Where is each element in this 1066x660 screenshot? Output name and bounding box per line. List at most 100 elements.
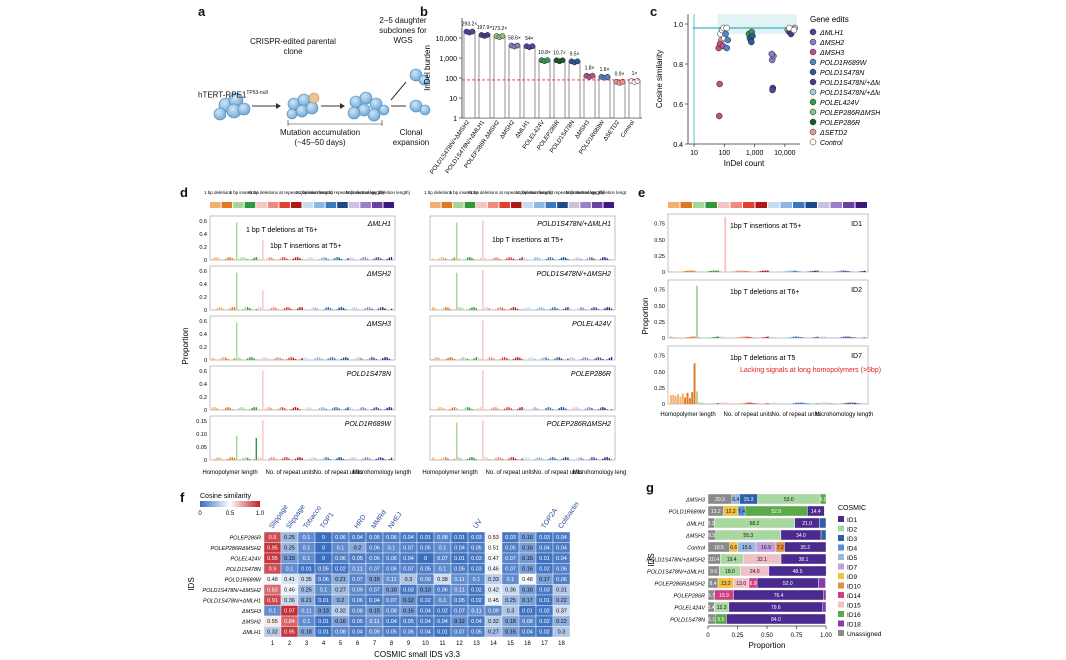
x-axis-label: No. of repeat units: [265, 470, 314, 476]
cell-value: 0.04: [556, 546, 567, 552]
spectrum-title: POLEP286RΔMSH2: [547, 421, 611, 428]
spectrum-bar: [460, 358, 462, 360]
spectrum-bar: [558, 259, 560, 260]
signature-bar: [717, 270, 720, 272]
cell-value: 0.55: [267, 619, 278, 625]
signature-annotation: 1bp T deletions at T6+: [730, 289, 799, 296]
row-label: POLD1R689W: [225, 578, 262, 584]
x-axis-label: No. of repeat units: [771, 412, 820, 418]
legend-label: ID10: [847, 584, 861, 591]
spectrum-bar: [259, 307, 262, 310]
category-swatch: [221, 202, 233, 208]
spectrum-bar: [257, 408, 260, 410]
spectrum-bar: [253, 407, 255, 410]
signature-bar: [825, 337, 828, 338]
cell-value: 0.84: [284, 619, 295, 625]
segment-label: 76.4: [774, 593, 784, 599]
spectrum-bar: [331, 259, 334, 260]
cell-value: 0.13: [318, 609, 329, 615]
spectrum-bar: [486, 259, 488, 260]
data-point: [574, 58, 581, 65]
spectrum-bar: [436, 309, 438, 310]
spectrum-bar: [262, 240, 264, 260]
signature-bar: [811, 270, 814, 272]
cell-value: 0.07: [369, 567, 380, 573]
spectrum-bar: [514, 357, 517, 360]
spectrum-bar: [536, 257, 539, 260]
spectrum-bar: [510, 307, 512, 310]
cell-value: 0.04: [556, 535, 567, 541]
signature-bar: [695, 271, 698, 272]
spectrum-bar: [589, 458, 591, 460]
cell-value: 0.01: [318, 630, 329, 636]
spectrum-bar: [473, 457, 475, 460]
signature-bar: [695, 391, 698, 404]
spectrum-bar: [231, 307, 234, 310]
signature-bar: [670, 271, 672, 272]
spectrum-bar: [216, 308, 218, 310]
signature-bar: [752, 402, 755, 404]
y-tick-label: 0.15: [196, 419, 207, 425]
cell-value: 0.1: [286, 567, 294, 573]
y-tick-label: 0.25: [654, 386, 665, 392]
bar: [508, 45, 521, 119]
legend-marker: [809, 128, 817, 136]
signature-bar: [771, 271, 774, 272]
spectrum-bar: [521, 407, 523, 410]
spectrum-bar: [567, 457, 569, 460]
spectrum-bar: [251, 357, 253, 360]
signature-bar: [740, 336, 743, 338]
spectrum-bar: [266, 258, 268, 260]
spectrum-bar: [532, 357, 534, 360]
x-tick-label: 10: [690, 150, 698, 157]
spectrum-bar: [297, 407, 299, 410]
spectrum-bar: [604, 407, 606, 410]
header-label: 1 bp insertions: [449, 190, 479, 195]
signature-bar: [828, 402, 831, 404]
spectrum-title: POLD1S478N/+ΔMSH2: [536, 271, 611, 278]
signature-annotation: Lacking signals at long homopolymers (>5…: [740, 367, 881, 374]
spectrum-bar: [303, 357, 305, 360]
legend-label: ID7: [847, 565, 858, 572]
spectrum-bar: [235, 222, 238, 260]
cell-value: 0.04: [386, 619, 397, 625]
signature-bar: [745, 336, 748, 338]
category-swatch: [302, 202, 314, 208]
spectrum-bar: [525, 409, 528, 410]
clonal-expansion-label: Clonal expansion: [392, 128, 430, 147]
spectrum-bar: [447, 357, 449, 360]
category-swatch: [568, 202, 580, 208]
x-tick-label: 0.75: [791, 633, 803, 639]
spectrum-bar: [305, 258, 308, 260]
spectrum-bar: [382, 307, 384, 310]
spectrum-bar: [530, 357, 532, 360]
spectrum-bar: [377, 308, 380, 310]
spectrum-bar: [358, 308, 360, 310]
x-axis-label: Microhomology length: [815, 412, 874, 418]
spectrum-bar: [222, 308, 225, 310]
spectrum-bar: [593, 307, 595, 310]
cell-value: 0.04: [403, 556, 414, 562]
cell-value: 0.1: [303, 546, 311, 552]
spectrum-bar: [246, 259, 249, 260]
spectrum-bar: [488, 357, 491, 360]
y-tick-label: 1.0: [673, 22, 683, 29]
spectrum-bar: [384, 459, 386, 460]
spectrum-bar: [571, 357, 573, 360]
spectrum-bar: [584, 357, 587, 360]
spectrum-bar: [240, 407, 242, 410]
signature-bar: [823, 271, 826, 272]
spectrum-bar: [554, 457, 556, 460]
spectrum-bar: [212, 357, 214, 360]
color-scale-label: 0.5: [226, 511, 235, 517]
spectrum-bar: [299, 307, 301, 310]
spectrum-bar: [453, 458, 456, 460]
data-point: [634, 78, 641, 84]
spectrum-bar: [233, 358, 236, 360]
cell-value: 0.02: [335, 567, 346, 573]
y-tick-label: 0.4: [199, 382, 207, 388]
cell-value: 0.08: [437, 535, 448, 541]
spectrum-bar: [560, 358, 563, 360]
spectrum-bar: [244, 257, 247, 260]
